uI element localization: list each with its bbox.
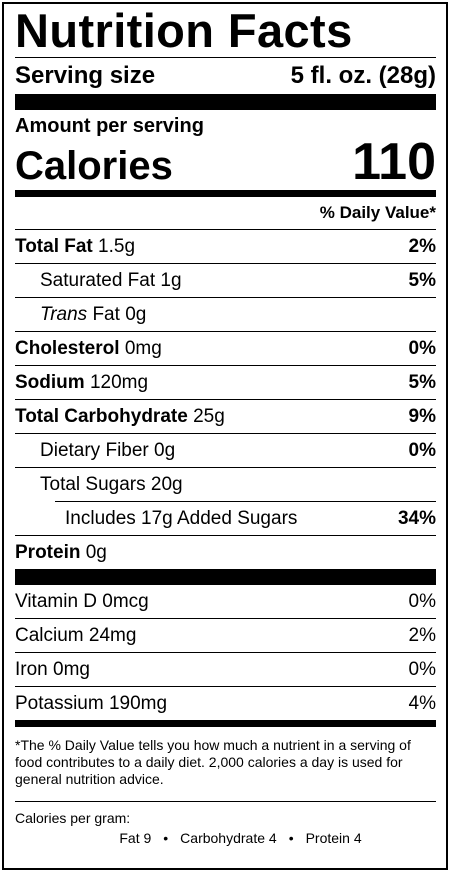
nutrient-amount: 120mg (89, 371, 149, 393)
added-sugars-text: Includes 17g Added Sugars (65, 507, 298, 529)
nutrient-row-total-fat: Total Fat 1.5g 2% (15, 229, 436, 263)
nutrient-amount: 0g (85, 541, 107, 563)
bullet-separator: • (163, 830, 169, 846)
vitamin-dv: 4% (408, 692, 436, 714)
nutrient-dv: 0% (408, 439, 436, 461)
nutrient-row-cholesterol: Cholesterol 0mg 0% (15, 331, 436, 365)
vitamin-row: Vitamin D 0mcg 0% (15, 585, 436, 618)
daily-value-header: % Daily Value* (15, 190, 436, 229)
vitamin-name: Potassium 190mg (15, 692, 168, 714)
nutrient-name: Sodium (15, 371, 85, 393)
nutrient-name: Cholesterol (15, 337, 120, 359)
nutrient-name: Total Fat (15, 235, 93, 257)
nutrient-dv: 34% (397, 507, 436, 529)
daily-value-footnote: *The % Daily Value tells you how much a … (15, 737, 411, 787)
serving-size-row: Serving size 5 fl. oz. (28g) (15, 58, 436, 94)
nutrient-name: Protein (15, 541, 81, 563)
vitamin-row: Iron 0mg 0% (15, 652, 436, 686)
title-divider (15, 57, 436, 58)
label-title: Nutrition Facts (15, 4, 353, 57)
nutrient-row-protein: Protein 0g (15, 535, 436, 569)
cpg-fat: Fat 9 (119, 830, 152, 846)
nutrient-dv: 9% (408, 405, 436, 427)
nutrient-name-italic: Trans (40, 303, 88, 325)
nutrient-dv: 0% (408, 337, 436, 359)
amount-per-serving: Amount per serving (15, 115, 204, 137)
nutrient-name: Total Sugars (40, 473, 146, 495)
nutrient-amount: 0g (154, 439, 176, 461)
medium-divider (15, 720, 436, 727)
vitamin-name: Calcium 24mg (15, 624, 137, 646)
vitamin-name: Iron 0mg (15, 658, 90, 680)
nutrient-row-saturated-fat: Saturated Fat 1g 5% (15, 263, 436, 297)
thick-divider (15, 569, 436, 585)
nutrient-amount: 0g (125, 303, 147, 325)
nutrient-row-trans-fat: Trans Fat 0g (15, 297, 436, 331)
vitamin-dv: 2% (408, 624, 436, 646)
vitamin-dv: 0% (408, 658, 436, 680)
nutrient-amount: 25g (193, 405, 225, 427)
calories-value: 110 (352, 133, 436, 191)
nutrient-row-added-sugars: Includes 17g Added Sugars 34% (55, 501, 436, 535)
nutrient-name: Fat (92, 303, 120, 325)
bullet-separator: • (288, 830, 294, 846)
vitamin-row: Potassium 190mg 4% (15, 686, 436, 720)
nutrient-amount: 20g (150, 473, 183, 495)
thick-divider (15, 94, 436, 110)
cpg-protein: Protein 4 (305, 830, 362, 846)
calories-per-gram-label: Calories per gram: (15, 810, 131, 826)
vitamin-name: Vitamin D 0mcg (15, 590, 149, 612)
calories-per-gram: Calories per gram: Fat 9 • Carbohydrate 4 •… (15, 801, 436, 847)
nutrient-name: Saturated Fat (40, 269, 156, 291)
nutrient-dv: 5% (408, 371, 436, 393)
calories-label: Calories (15, 144, 173, 188)
nutrient-amount: 1g (160, 269, 182, 291)
nutrient-name: Dietary Fiber (40, 439, 149, 461)
nutrient-row-sodium: Sodium 120mg 5% (15, 365, 436, 399)
calories-per-gram-values: Fat 9 • Carbohydrate 4 • Protein 4 (15, 830, 436, 847)
nutrient-row-dietary-fiber: Dietary Fiber 0g 0% (15, 433, 436, 467)
vitamin-dv: 0% (408, 590, 436, 612)
nutrient-name: Total Carbohydrate (15, 405, 188, 427)
vitamin-row: Calcium 24mg 2% (15, 618, 436, 652)
calories-row: Calories 110 (15, 133, 436, 191)
nutrient-row-total-carbohydrate: Total Carbohydrate 25g 9% (15, 399, 436, 433)
nutrient-dv: 2% (408, 235, 436, 257)
serving-size-value: 5 fl. oz. (28g) (290, 62, 436, 89)
cpg-carbohydrate: Carbohydrate 4 (180, 830, 277, 846)
nutrient-dv: 5% (408, 269, 436, 291)
nutrient-amount: 0mg (124, 337, 162, 359)
serving-size-label: Serving size (15, 62, 156, 89)
nutrient-row-total-sugars: Total Sugars 20g (15, 467, 436, 501)
nutrient-amount: 1.5g (98, 235, 136, 257)
